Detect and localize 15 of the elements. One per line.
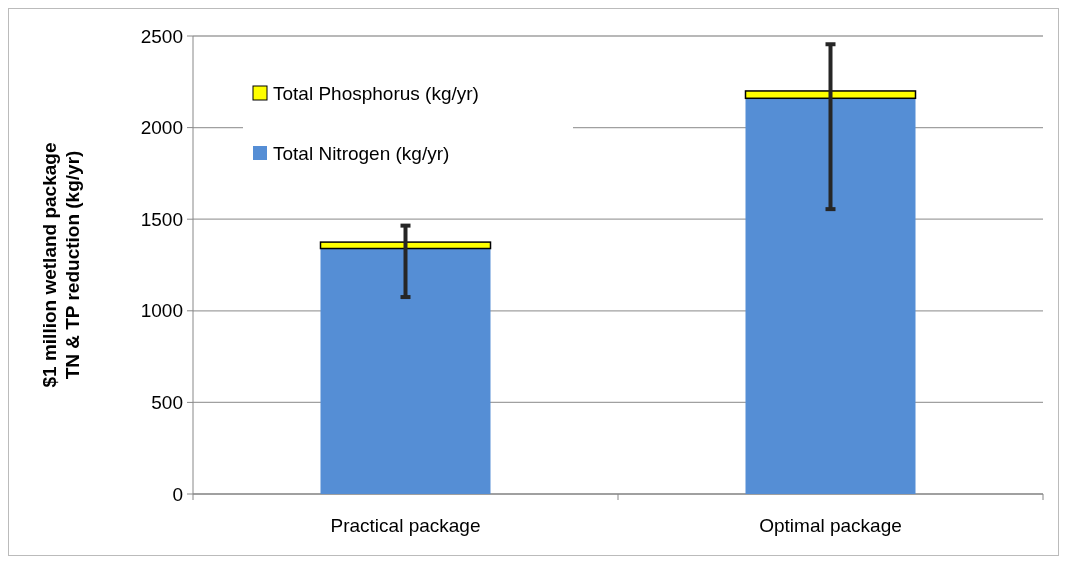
bar <box>320 248 491 494</box>
bar <box>744 90 917 100</box>
x-tick-label: Practical package <box>330 515 481 536</box>
bar <box>319 241 492 250</box>
bar <box>745 98 916 494</box>
y-tick-label: 1500 <box>140 208 183 230</box>
y-tick-label: 2500 <box>140 25 183 47</box>
y-tick-label: 0 <box>172 483 183 505</box>
y-tick-label: 2000 <box>140 117 183 139</box>
y-tick-label: 500 <box>151 392 183 414</box>
legend-label: Total Phosphorus (kg/yr) <box>273 82 479 104</box>
y-tick-label: 1000 <box>140 300 183 322</box>
legend-label: Total Nitrogen (kg/yr) <box>273 142 450 164</box>
x-tick-label: Optimal package <box>759 515 902 536</box>
y-axis-title: $1 million wetland package TN & TP reduction (kg/yr) <box>39 142 83 388</box>
